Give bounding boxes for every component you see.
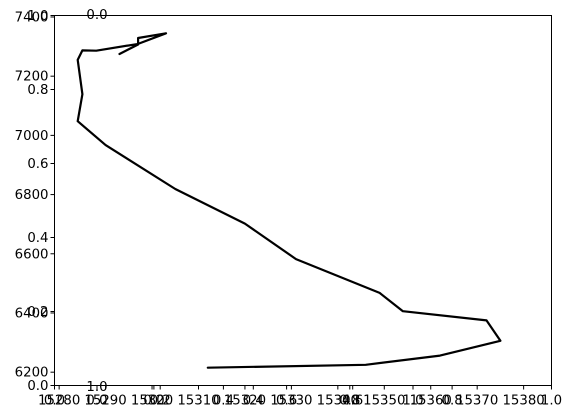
overlay-inner-tick-label: 0.8 bbox=[339, 394, 360, 409]
plot-area-frame bbox=[54, 15, 552, 386]
overlay-top-label: 0.0 bbox=[86, 8, 107, 23]
overlay-left-tick-label: 0.6 bbox=[27, 157, 48, 172]
overlay-left-ticks: 0.0 0.2 0.4 0.6 0.8 1.0 bbox=[27, 9, 55, 394]
overlay-inner-tick-label: 0.4 bbox=[213, 394, 234, 409]
overlay-inner-tick-label: 1.0 bbox=[402, 394, 423, 409]
x-tick-label: 15350 bbox=[363, 394, 405, 409]
overlay-inner-tick-label: 0.2 bbox=[150, 394, 171, 409]
overlay-inner-tick-label: 0.6 bbox=[276, 394, 297, 409]
overlay-left-tick-label: 1.0 bbox=[27, 9, 48, 24]
y-tick-label: 6200 bbox=[15, 366, 49, 381]
overlay-bottom-tick-label: 0.8 bbox=[442, 394, 463, 409]
x-tick-label: 15340 bbox=[317, 394, 359, 409]
overlay-inner-bottom-ticks: 0.0 0.2 0.4 0.6 0.8 1.0 bbox=[86, 385, 424, 409]
overlay-bottom-tick-label: 0.0 bbox=[44, 394, 65, 409]
overlay-bottom-left-label: 1.0 bbox=[86, 380, 107, 395]
y-tick-label: 7200 bbox=[15, 70, 49, 85]
x-tick-label: 15320 bbox=[224, 394, 266, 409]
data-series bbox=[76, 32, 502, 369]
y-axis-ticks: 6200 6400 6600 6800 7000 7200 7400 bbox=[15, 10, 55, 381]
series-line bbox=[76, 32, 502, 369]
x-tick-label: 15280 bbox=[38, 394, 80, 409]
overlay-bottom-ticks: 0.0 0.2 0.4 0.6 0.8 1.0 bbox=[44, 385, 562, 409]
overlay-left-tick-label: 0.2 bbox=[27, 305, 48, 320]
x-tick-label: 15290 bbox=[84, 394, 126, 409]
x-tick-label: 15370 bbox=[456, 394, 498, 409]
overlay-left-tick-label: 0.4 bbox=[27, 231, 48, 246]
y-tick-label: 7400 bbox=[15, 10, 49, 25]
overlay-bottom-tick-label: 0.4 bbox=[243, 394, 264, 409]
y-tick-label: 7000 bbox=[15, 129, 49, 144]
x-tick-label: 15380 bbox=[502, 394, 544, 409]
x-tick-label: 15360 bbox=[410, 394, 452, 409]
x-tick-label: 15310 bbox=[177, 394, 219, 409]
y-tick-label: 6600 bbox=[15, 247, 49, 262]
overlay-bottom-tick-label: 0.6 bbox=[342, 394, 363, 409]
x-tick-label: 15300 bbox=[131, 394, 173, 409]
y-tick-label: 6400 bbox=[15, 306, 49, 321]
x-axis-ticks: 15280 15290 15300 15310 15320 15330 15340 15350… bbox=[38, 385, 545, 409]
x-tick-label: 15330 bbox=[270, 394, 312, 409]
y-tick-label: 6800 bbox=[15, 188, 49, 203]
overlay-bottom-tick-label: 0.2 bbox=[143, 394, 164, 409]
overlay-left-tick-label: 0.0 bbox=[27, 379, 48, 394]
overlay-inner-tick-label: 0.0 bbox=[86, 394, 107, 409]
overlay-left-tick-label: 0.8 bbox=[27, 83, 48, 98]
overlay-bottom-tick-label: 1.0 bbox=[541, 394, 562, 409]
